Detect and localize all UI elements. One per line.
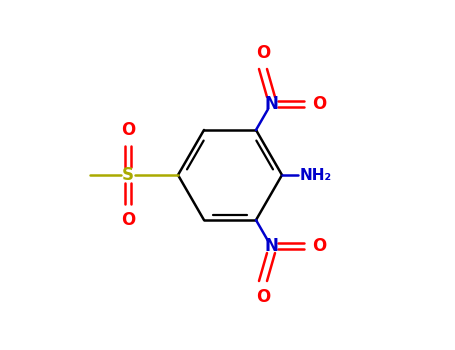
Text: O: O (256, 44, 270, 62)
Text: O: O (312, 95, 326, 113)
Text: O: O (121, 121, 135, 139)
Text: N: N (264, 95, 278, 113)
Text: N: N (264, 237, 278, 255)
Text: O: O (256, 288, 270, 306)
Text: O: O (312, 237, 326, 255)
Text: S: S (122, 166, 134, 184)
Text: NH₂: NH₂ (300, 168, 332, 182)
Text: O: O (121, 211, 135, 229)
